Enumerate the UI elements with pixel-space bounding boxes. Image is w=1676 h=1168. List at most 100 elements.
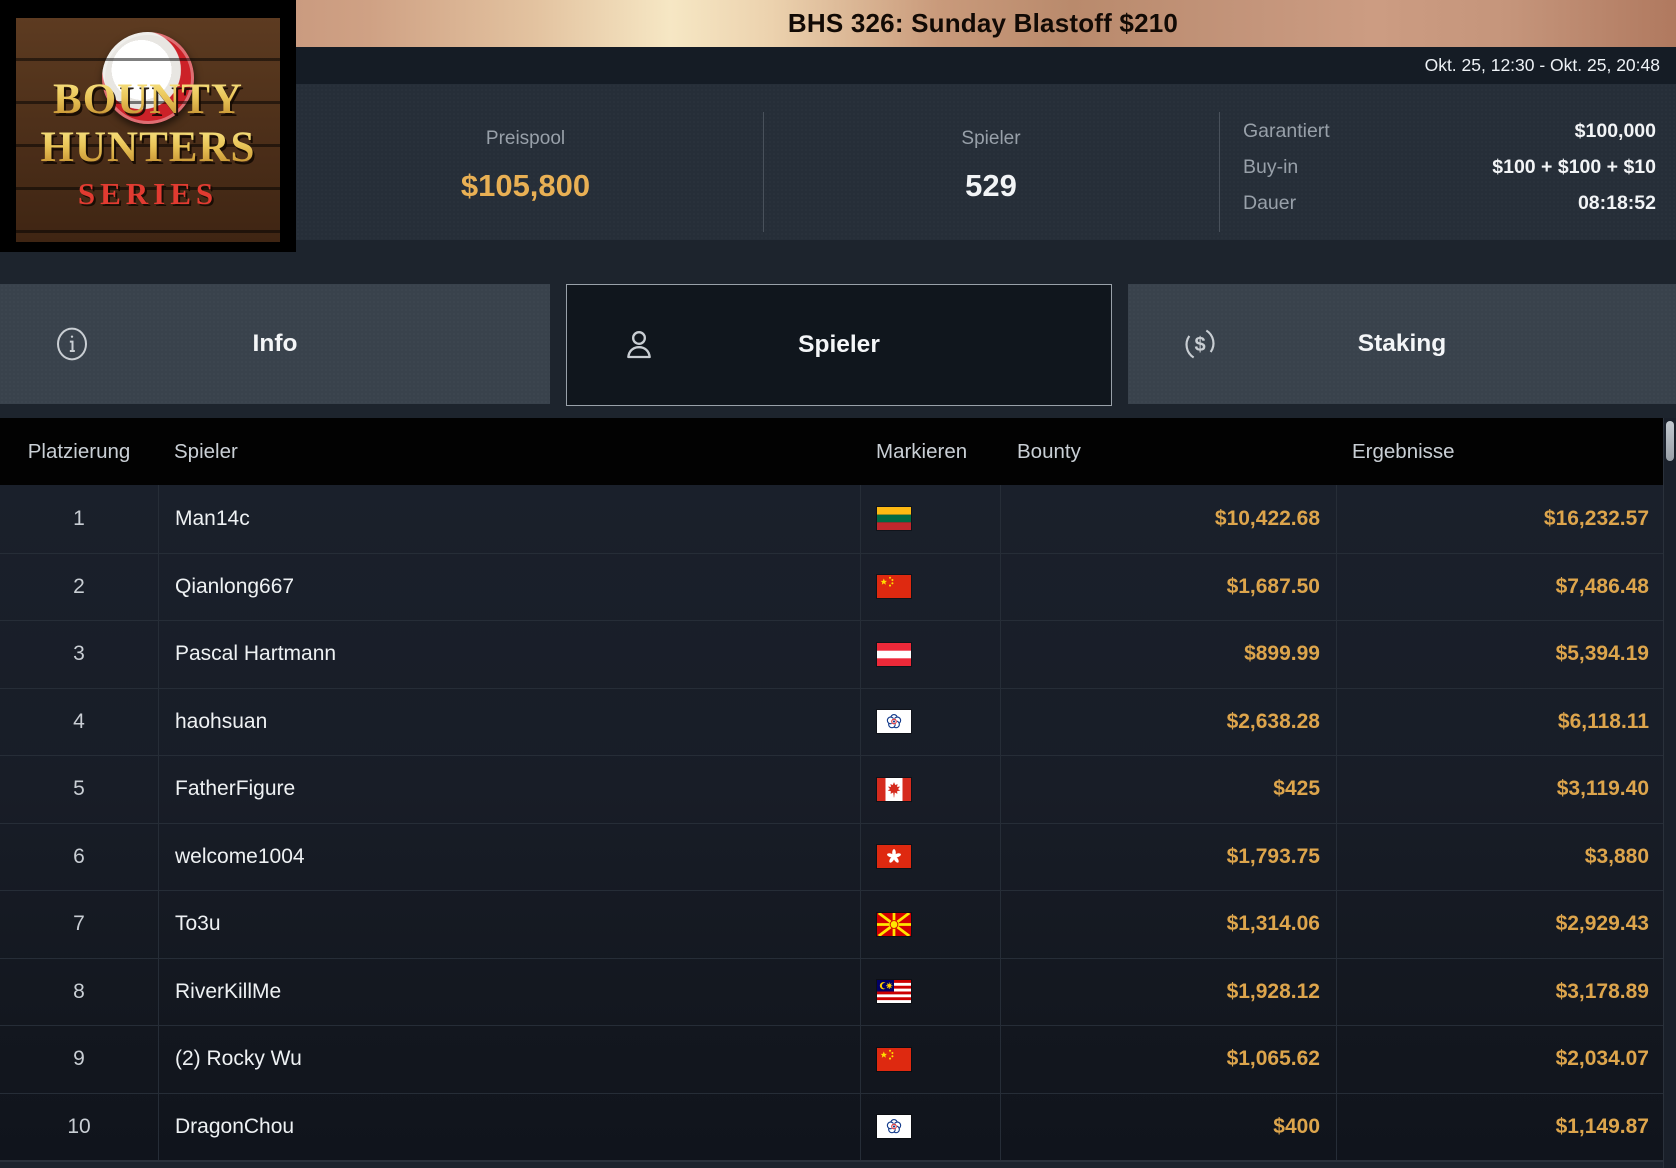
bounty-cell: $2,638.28 xyxy=(1000,688,1336,755)
results-table: Platzierung Spieler Markieren Bounty Erg… xyxy=(0,418,1663,1160)
result-amount: $5,394.19 xyxy=(1555,642,1649,666)
scrollbar-thumb[interactable] xyxy=(1666,421,1674,461)
rank-cell: 6 xyxy=(73,844,85,868)
column-header-platzierung: Platzierung xyxy=(27,439,131,463)
table-row[interactable]: 9 (2) Rocky Wu $1,065.62 $2,034.07 xyxy=(0,1025,1663,1093)
flag-austria-icon[interactable] xyxy=(877,642,911,666)
flag-hong-kong-icon[interactable] xyxy=(877,845,911,869)
svg-text:$: $ xyxy=(1194,334,1205,356)
bounty-amount: $1,314.06 xyxy=(1226,912,1320,936)
flag-malaysia-icon[interactable] xyxy=(877,980,911,1004)
rank-cell: 3 xyxy=(73,642,85,666)
logo-wordmark: BOUNTY HUNTERS SERIES xyxy=(16,76,280,212)
table-row[interactable]: 6 welcome1004 $1,793.75 $3,880 xyxy=(0,822,1663,890)
flag-lithuania-icon[interactable] xyxy=(877,507,911,531)
player-cell: To3u xyxy=(158,891,860,958)
result-cell: $2,929.43 xyxy=(1336,891,1663,958)
table-row[interactable]: 5 FatherFigure $425 $3,119.40 xyxy=(0,755,1663,823)
bounty-amount: $899.99 xyxy=(1244,642,1320,666)
table-row[interactable]: 1 Man14c $10,422.68 $16,232.57 xyxy=(0,485,1663,553)
bounty-amount: $2,638.28 xyxy=(1226,709,1320,733)
flag-chinese-taipei-icon[interactable] xyxy=(877,710,911,734)
dollar-circle-icon: $ xyxy=(1180,324,1220,364)
tab-spieler-label: Spieler xyxy=(798,331,880,358)
result-amount: $3,880 xyxy=(1584,844,1649,868)
result-amount: $3,178.89 xyxy=(1555,979,1649,1003)
result-amount: $3,119.40 xyxy=(1556,777,1649,801)
flag-china-icon[interactable] xyxy=(877,575,911,599)
bounty-cell: $1,065.62 xyxy=(1000,1026,1336,1093)
player-cell: Pascal Hartmann xyxy=(158,621,860,688)
bounty-amount: $425 xyxy=(1273,777,1320,801)
mark-cell xyxy=(860,823,1000,890)
player-cell: (2) Rocky Wu xyxy=(158,1026,860,1093)
tab-spieler[interactable]: Spieler xyxy=(566,284,1112,406)
prizepool-stat: Preispool $105,800 xyxy=(288,84,763,240)
player-cell: FatherFigure xyxy=(158,756,860,823)
mark-cell xyxy=(860,891,1000,958)
logo-wood-background: BOUNTY HUNTERS SERIES xyxy=(16,18,280,242)
vertical-scrollbar[interactable] xyxy=(1663,418,1676,1168)
table-row[interactable]: 7 To3u $1,314.06 $2,929.43 xyxy=(0,890,1663,958)
mark-cell xyxy=(860,621,1000,688)
result-cell: $16,232.57 xyxy=(1336,485,1663,553)
table-row[interactable]: 10 DragonChou $400 $1,149.87 xyxy=(0,1092,1663,1160)
players-stat: Spieler 529 xyxy=(763,84,1219,240)
stats-divider xyxy=(1219,112,1220,232)
flag-chinese-taipei-icon[interactable] xyxy=(877,1115,911,1139)
buyin-row: Buy-in $100 + $100 + $10 xyxy=(1243,156,1656,179)
result-amount: $2,034.07 xyxy=(1555,1047,1649,1071)
guaranteed-label: Garantiert xyxy=(1243,120,1330,142)
player-cell: Qianlong667 xyxy=(158,553,860,620)
logo-line-bounty: BOUNTY xyxy=(16,76,280,124)
player-cell: welcome1004 xyxy=(158,823,860,890)
result-cell: $1,149.87 xyxy=(1336,1093,1663,1160)
bounty-cell: $10,422.68 xyxy=(1000,485,1336,553)
tab-staking[interactable]: $ Staking xyxy=(1128,284,1676,404)
rank-cell: 2 xyxy=(73,574,85,598)
bounty-amount: $10,422.68 xyxy=(1214,506,1320,530)
column-header-markieren: Markieren xyxy=(876,439,968,463)
player-cell: haohsuan xyxy=(158,688,860,755)
info-icon xyxy=(52,324,92,364)
mark-cell xyxy=(860,1026,1000,1093)
bounty-cell: $400 xyxy=(1000,1093,1336,1160)
result-cell: $3,178.89 xyxy=(1336,958,1663,1025)
result-amount: $6,118.11 xyxy=(1557,709,1649,733)
column-header-spieler: Spieler xyxy=(174,439,238,463)
bounty-amount: $400 xyxy=(1273,1114,1320,1138)
table-row-partial xyxy=(0,1160,1663,1168)
result-cell: $3,880 xyxy=(1336,823,1663,890)
table-row[interactable]: 3 Pascal Hartmann $899.99 $5,394.19 xyxy=(0,620,1663,688)
player-cell: RiverKillMe xyxy=(158,958,860,1025)
tab-info[interactable]: Info xyxy=(0,284,550,404)
result-cell: $3,119.40 xyxy=(1336,756,1663,823)
guaranteed-row: Garantiert $100,000 xyxy=(1243,120,1656,143)
table-row[interactable]: 8 RiverKillMe $1,928.12 $3,178.89 xyxy=(0,957,1663,1025)
bounty-cell: $1,314.06 xyxy=(1000,891,1336,958)
bounty-cell: $425 xyxy=(1000,756,1336,823)
flag-canada-icon[interactable] xyxy=(877,777,911,801)
tab-staking-label: Staking xyxy=(1357,330,1447,357)
flag-north-macedonia-icon[interactable] xyxy=(877,912,911,936)
tournament-date-range: Okt. 25, 12:30 - Okt. 25, 20:48 xyxy=(1424,55,1660,75)
table-row[interactable]: 2 Qianlong667 $1,687.50 $7,486.48 xyxy=(0,552,1663,620)
rank-cell: 10 xyxy=(67,1114,91,1138)
rank-cell: 9 xyxy=(73,1047,85,1071)
players-label: Spieler xyxy=(961,128,1021,149)
bounty-cell: $1,793.75 xyxy=(1000,823,1336,890)
result-amount: $16,232.57 xyxy=(1543,506,1649,530)
stats-divider xyxy=(763,112,764,232)
duration-row: Dauer 08:18:52 xyxy=(1243,192,1656,215)
mark-cell xyxy=(860,756,1000,823)
bounty-cell: $1,687.50 xyxy=(1000,553,1336,620)
rank-cell: 7 xyxy=(73,912,85,936)
duration-label: Dauer xyxy=(1243,192,1297,214)
flag-china-icon[interactable] xyxy=(877,1047,911,1071)
stats-details: Garantiert $100,000 Buy-in $100 + $100 +… xyxy=(1243,120,1656,215)
logo-line-hunters: HUNTERS xyxy=(16,124,280,172)
table-body: 1 Man14c $10,422.68 $16,232.57 2 Qianlon… xyxy=(0,485,1663,1160)
table-header: Platzierung Spieler Markieren Bounty Erg… xyxy=(0,418,1663,485)
bounty-amount: $1,793.75 xyxy=(1226,844,1320,868)
table-row[interactable]: 4 haohsuan $2,638.28 $6,118.11 xyxy=(0,687,1663,755)
